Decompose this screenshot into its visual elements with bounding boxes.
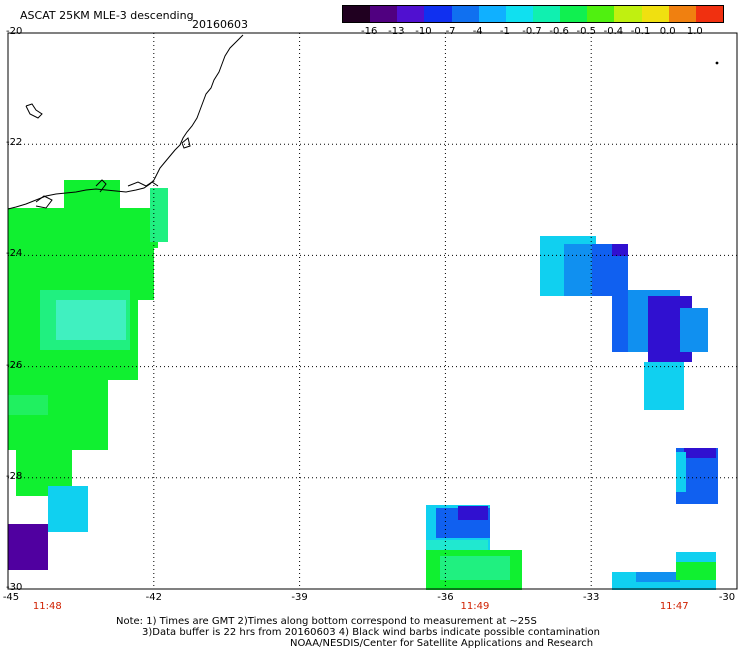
colorbar-label: -13 <box>388 26 405 37</box>
swath-cell <box>440 556 510 580</box>
colorbar-swatch <box>451 6 479 22</box>
lat-label: -26 <box>6 359 23 371</box>
inland-lake <box>25 103 43 119</box>
note-line-2: 3)Data buffer is 22 hrs from 20160603 4)… <box>142 627 600 638</box>
colorbar-label: -0.5 <box>576 26 597 37</box>
colorbar-label: -1 <box>499 26 510 37</box>
colorbar-swatch <box>505 6 533 22</box>
lon-label: -42 <box>145 592 162 603</box>
plot-frame <box>7 32 738 590</box>
pass-time-label: 11:48 <box>32 601 62 612</box>
lat-lon-grid <box>8 33 737 589</box>
colorbar-label: -0.1 <box>630 26 651 37</box>
colorbar-label: -16 <box>360 26 378 37</box>
note-line-3: NOAA/NESDIS/Center for Satellite Applica… <box>290 638 594 649</box>
lon-label: -45 <box>2 592 20 603</box>
colorbar-label: -4 <box>472 26 483 37</box>
colorbar-swatch <box>532 6 561 22</box>
coastline <box>7 34 719 210</box>
island-dot <box>715 61 719 65</box>
swath-cell <box>48 486 88 532</box>
colorbar-swatch <box>641 6 669 22</box>
colorbar-labels: -16 -13 -10 -7 -4 -1 -0.7 -0.6 -0.5 -0.4 -0.1 0.0 1.… <box>342 26 722 38</box>
brazil-coastline <box>7 34 244 210</box>
map-date: 20160603 <box>192 18 248 31</box>
colorbar-swatch <box>614 6 642 22</box>
colorbar-swatch <box>343 6 371 22</box>
colorbar-swatch <box>695 6 723 22</box>
lat-label: -20 <box>6 26 23 37</box>
colorbar-label: 1.0 <box>686 26 703 37</box>
coast-islet <box>127 181 159 187</box>
lon-label: -39 <box>291 592 308 603</box>
colorbar-label: -0.4 <box>603 26 624 37</box>
pass-time-label: 11:49 <box>460 601 490 612</box>
lon-label: -33 <box>583 592 600 603</box>
pass-time-label: 11:47 <box>659 601 689 612</box>
colorbar-swatch <box>424 6 452 22</box>
swath-cell <box>56 300 126 340</box>
lat-label: -28 <box>6 470 23 482</box>
colorbar-swatch <box>370 6 398 22</box>
colorbar-label: 0.0 <box>659 26 676 37</box>
swath-cell <box>644 362 684 410</box>
swath-cell <box>8 208 22 268</box>
swath-cell <box>8 208 158 248</box>
colorbar-label: -0.7 <box>522 26 542 37</box>
swath-cell <box>684 448 716 458</box>
coast-bay <box>95 179 107 193</box>
colorbar-label: -10 <box>415 26 432 37</box>
lon-label: -36 <box>437 592 454 603</box>
swath-cell <box>676 452 686 492</box>
colorbar-swatch <box>478 6 506 22</box>
wind-swaths <box>8 180 718 590</box>
colorbar-swatch <box>668 6 696 22</box>
colorbar-swatch <box>587 6 615 22</box>
coast-detail <box>181 137 191 149</box>
swath-cell <box>150 188 168 242</box>
coast-island <box>35 195 53 209</box>
swath-cell <box>636 572 680 582</box>
map-title: ASCAT 25KM MLE-3 descending <box>20 9 194 22</box>
swath-cell <box>8 524 48 570</box>
colorbar-label: -7 <box>445 26 456 37</box>
lat-label: -30 <box>6 582 23 593</box>
colorbar <box>342 5 724 23</box>
swath-cell <box>612 244 628 256</box>
swath-cell <box>676 562 716 580</box>
lon-label: -30 <box>718 592 736 603</box>
colorbar-swatch <box>397 6 425 22</box>
swath-cell <box>680 308 708 352</box>
swath-cell <box>458 506 488 520</box>
swath-cell <box>8 395 48 415</box>
colorbar-swatch <box>560 6 588 22</box>
lat-label: -22 <box>6 137 23 149</box>
lat-label: -24 <box>6 248 23 260</box>
note-line-1: Note: 1) Times are GMT 2)Times along bot… <box>116 616 537 627</box>
colorbar-label: -0.6 <box>549 26 569 37</box>
